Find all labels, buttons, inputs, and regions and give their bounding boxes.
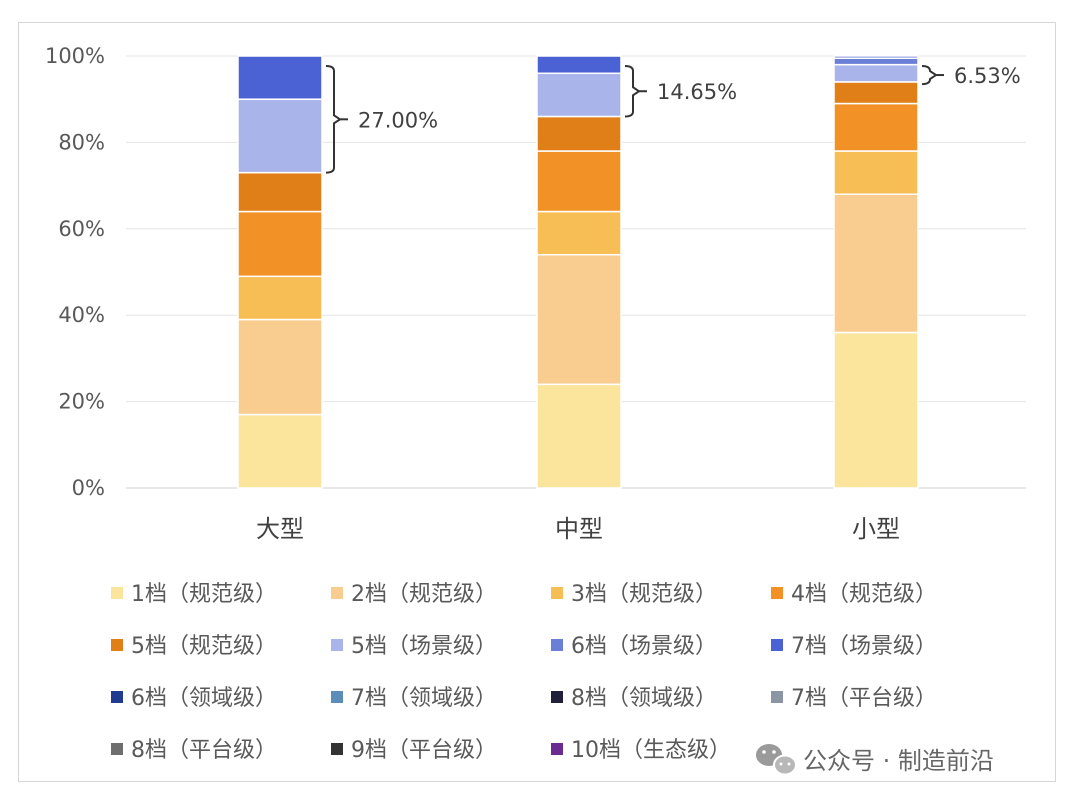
legend-swatch — [331, 587, 343, 599]
bar-segment — [536, 55, 622, 75]
bar-segment — [237, 318, 323, 416]
watermark-text: 公众号 · 制造前沿 — [803, 747, 994, 775]
category-label: 中型 — [555, 515, 603, 543]
annotation-label: 6.53% — [954, 64, 1021, 88]
legend-swatch — [331, 743, 343, 755]
legend-label: 3档（规范级） — [571, 582, 717, 607]
y-tick-label: 20% — [58, 390, 105, 414]
bar-segment — [237, 98, 323, 174]
bar-segment — [536, 72, 622, 118]
y-tick-label: 40% — [58, 303, 105, 327]
bar-segment — [536, 210, 622, 256]
category-label: 大型 — [256, 515, 304, 543]
annotation-brace — [325, 65, 342, 174]
legend-label: 10档（生态级） — [571, 738, 731, 763]
bar-segment — [536, 383, 622, 489]
legend-swatch — [111, 639, 123, 651]
bar-segment — [237, 55, 323, 100]
legend-swatch — [111, 691, 123, 703]
wechat-icon — [756, 744, 797, 776]
chart-frame: 0% 20% 40% 60% 80% 100% 大型 中型 小型 27.00% 14.65% 6.… — [18, 22, 1056, 782]
legend-label: 7档（平台级） — [791, 686, 937, 711]
legend-swatch — [551, 587, 563, 599]
y-tick-label: 100% — [45, 44, 105, 68]
bar-segment — [833, 150, 919, 195]
bar-segment — [237, 171, 323, 213]
legend-swatch — [771, 639, 783, 651]
legend-label: 9档（平台级） — [351, 738, 497, 763]
bars — [237, 55, 919, 489]
bar-segment — [833, 55, 919, 59]
legend-label: 8档（平台级） — [131, 738, 277, 763]
bar-segment — [833, 331, 919, 489]
legend-label: 8档（领域级） — [571, 686, 717, 711]
bar-segment — [237, 210, 323, 278]
bar-segment — [833, 57, 919, 66]
annotation-brace — [921, 65, 938, 86]
legend-label: 2档（规范级） — [351, 582, 497, 607]
annotation-brace — [624, 65, 641, 118]
bar-segment — [536, 115, 622, 152]
annotation-label: 14.65% — [657, 80, 737, 104]
legend-label: 6档（场景级） — [571, 634, 717, 659]
bar-segment — [237, 275, 323, 321]
y-tick-label: 60% — [58, 217, 105, 241]
legend-label: 7档（领域级） — [351, 686, 497, 711]
legend-swatch — [551, 743, 563, 755]
legend-label: 5档（场景级） — [351, 634, 497, 659]
bar-segment — [833, 63, 919, 83]
legend-swatch — [551, 639, 563, 651]
y-tick-label: 80% — [58, 130, 105, 154]
bar-segment — [536, 253, 622, 386]
stacked-bar-chart: 0% 20% 40% 60% 80% 100% 大型 中型 小型 27.00% 14.65% 6.… — [45, 44, 1026, 776]
legend-label: 4档（规范级） — [791, 582, 937, 607]
legend-label: 1档（规范级） — [131, 582, 277, 607]
y-axis-ticks: 0% 20% 40% 60% 80% 100% — [45, 44, 105, 500]
bar-segment — [536, 150, 622, 213]
legend-swatch — [771, 587, 783, 599]
annotation-label: 27.00% — [358, 108, 438, 132]
bar-segment — [833, 102, 919, 152]
x-axis-categories: 大型 中型 小型 — [256, 515, 900, 543]
watermark: 公众号 · 制造前沿 — [756, 744, 994, 776]
legend-label: 7档（场景级） — [791, 634, 937, 659]
legend-swatch — [331, 639, 343, 651]
legend: 1档（规范级） 2档（规范级） 3档（规范级） 4档（规范级） 5档（规范级） 5档（场景… — [111, 582, 937, 763]
legend-swatch — [111, 587, 123, 599]
category-label: 小型 — [852, 515, 900, 543]
bar-segment — [237, 413, 323, 489]
y-tick-label: 0% — [72, 476, 105, 500]
bar-segment — [833, 81, 919, 105]
bar-segment — [833, 193, 919, 334]
legend-swatch — [331, 691, 343, 703]
legend-label: 6档（领域级） — [131, 686, 277, 711]
legend-swatch — [111, 743, 123, 755]
legend-swatch — [551, 691, 563, 703]
annotations: 27.00% 14.65% 6.53% — [325, 64, 1021, 174]
legend-label: 5档（规范级） — [131, 634, 277, 659]
legend-swatch — [771, 691, 783, 703]
